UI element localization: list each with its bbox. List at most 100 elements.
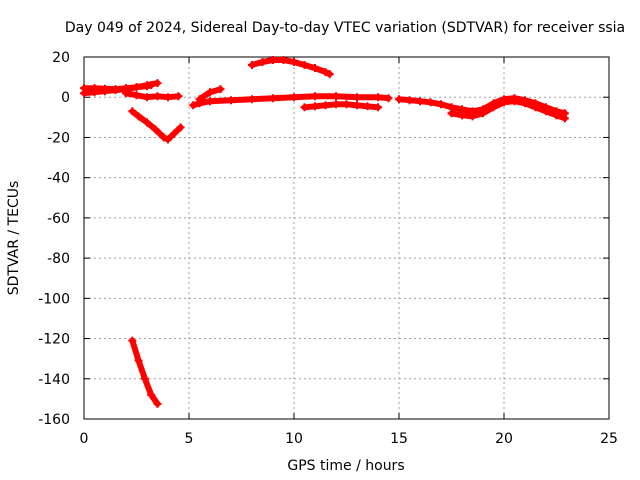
data-point [353, 93, 361, 102]
x-tick-label: 25 [600, 431, 618, 447]
data-point [128, 107, 137, 116]
data-point [374, 103, 382, 112]
x-tick-label: 5 [185, 431, 194, 447]
data-point [560, 114, 569, 123]
series-arc-5 [128, 336, 162, 408]
data-point [521, 99, 529, 108]
series-arc-8 [248, 56, 334, 79]
data-point [134, 356, 143, 365]
data-point [458, 111, 466, 120]
axis-ticks: 0 5 10 15 20 25 20 0 -20 -40 -60 -80 -100 -120 -140 -16… [38, 50, 618, 447]
data-point [206, 88, 214, 97]
data-point [290, 93, 298, 102]
data-point [164, 93, 172, 102]
data-point [353, 101, 361, 110]
data-point [153, 399, 162, 408]
data-point [147, 390, 156, 399]
data-point [248, 95, 256, 104]
data-point [321, 68, 330, 77]
y-tick-label: -160 [38, 412, 70, 428]
data-point [170, 129, 179, 138]
data-point [153, 79, 162, 88]
y-tick-label: -120 [38, 332, 70, 348]
data-point [153, 92, 162, 101]
data-point [479, 109, 487, 118]
data-point [437, 100, 445, 109]
series-layer [80, 56, 569, 408]
data-point [101, 87, 109, 96]
data-point [489, 103, 498, 112]
y-tick-label: -60 [47, 211, 70, 227]
y-tick-label: 0 [61, 90, 70, 106]
x-tick-label: 20 [495, 431, 513, 447]
data-point [269, 94, 277, 103]
data-point [140, 374, 149, 383]
data-point [269, 56, 277, 65]
data-point [248, 61, 256, 70]
data-point [332, 92, 340, 101]
data-point [90, 88, 99, 97]
data-point [206, 97, 214, 106]
data-point [342, 100, 351, 109]
data-point [164, 135, 172, 144]
y-tick-label: -140 [38, 372, 70, 388]
series-arc-4 [128, 107, 185, 144]
data-point [189, 101, 198, 110]
data-point [332, 100, 340, 109]
data-point [258, 58, 267, 67]
series-arc-11 [447, 97, 569, 123]
data-point [374, 93, 382, 102]
data-point [447, 109, 456, 118]
grid [84, 57, 609, 419]
data-point [80, 89, 88, 98]
data-point [132, 91, 141, 100]
series-arc-7 [195, 85, 225, 104]
y-tick-label: 20 [52, 50, 70, 66]
series-arc-6 [189, 92, 393, 110]
data-point [300, 61, 309, 70]
y-tick-label: -100 [38, 291, 70, 307]
data-point [290, 58, 298, 67]
x-tick-label: 0 [80, 431, 89, 447]
data-point [159, 133, 168, 142]
chart-title: Day 049 of 2024, Sidereal Day-to-day VTE… [65, 20, 625, 36]
series-arc-3 [122, 89, 183, 102]
data-point [405, 96, 414, 105]
y-tick-label: -20 [47, 130, 70, 146]
data-point [311, 92, 319, 101]
data-point [143, 118, 151, 127]
data-point [384, 94, 393, 103]
plot-frame [83, 56, 610, 420]
data-point [143, 93, 151, 102]
data-point [216, 85, 225, 94]
data-point [122, 89, 130, 98]
data-point [128, 336, 137, 345]
data-point [143, 81, 151, 90]
x-tick-label: 15 [390, 431, 408, 447]
y-axis-label: SDTVAR / TECUs [6, 181, 22, 296]
data-point [134, 112, 143, 121]
data-point [325, 70, 334, 79]
data-point [321, 101, 330, 110]
data-point [311, 64, 319, 73]
data-point [227, 96, 235, 105]
data-point [468, 112, 477, 121]
x-axis-label: GPS time / hours [287, 458, 404, 474]
data-point [279, 56, 288, 65]
data-point [531, 103, 540, 112]
data-point [311, 102, 319, 111]
data-point [416, 97, 424, 106]
y-tick-label: -40 [47, 171, 70, 187]
data-point [176, 123, 185, 132]
x-tick-label: 10 [285, 431, 303, 447]
data-point [300, 103, 309, 112]
data-point [132, 83, 141, 92]
data-point [195, 95, 204, 104]
data-point [151, 125, 160, 134]
series-arc-2 [80, 79, 162, 98]
data-point [174, 92, 183, 101]
series-arc-10 [395, 94, 569, 118]
data-point [500, 98, 508, 107]
data-point [426, 98, 435, 107]
